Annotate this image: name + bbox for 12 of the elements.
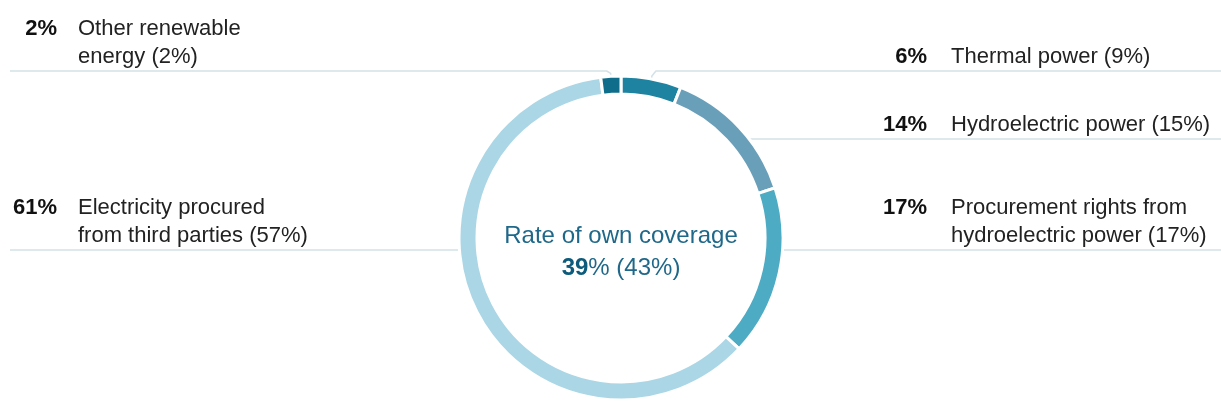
data-label: 61% <box>12 194 57 219</box>
data-label: 6% <box>895 43 927 68</box>
slice-label: Hydroelectric power (15%) <box>951 111 1211 137</box>
slice-label: Procurement rights from hydroelectric power (17%) <box>951 194 1207 247</box>
slice-label: Electricity procured from third parties (57%) <box>78 194 308 247</box>
data-label: 14% <box>882 111 927 137</box>
data-label: 2% <box>25 15 57 40</box>
slice-label: Other renewable energy (2%) <box>78 15 241 68</box>
text: 39% (43%) <box>561 253 681 280</box>
text: Rate of own coverage <box>504 221 738 248</box>
slice-label: Thermal power (9%) <box>951 43 1151 68</box>
data-label: 17% <box>882 194 927 219</box>
